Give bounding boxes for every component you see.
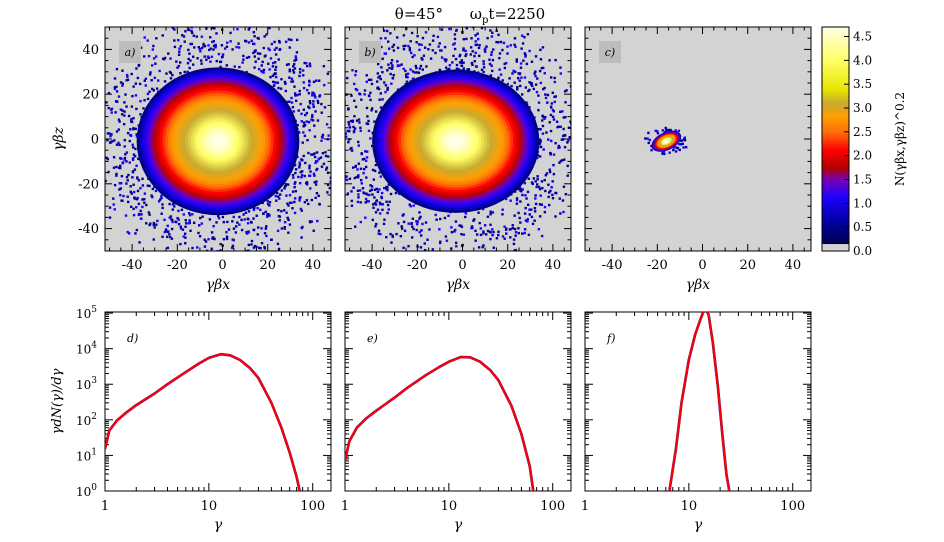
spectrum-line [668,312,731,491]
y-tick-label: 105 [76,305,97,321]
panel-label: d) [127,332,138,345]
colorbar-tick-label: 3.5 [853,77,872,91]
panel-label-box [359,41,381,63]
colorbar-tick-label: 1.0 [853,196,872,210]
colorbar-tick-label: 2.0 [853,149,872,163]
plot-background [585,27,811,251]
x-tick-label: 100 [780,499,805,514]
spectrum-line [345,356,535,491]
title-omega-subscript: p [482,15,488,26]
colorbar-tick-label: 0.5 [853,220,872,234]
density-map [644,126,688,156]
y-tick-label: 20 [82,88,99,103]
colorbar-gradient [821,26,850,252]
x-tick-label: -40 [362,258,383,273]
panel-label: a) [125,46,136,59]
x-tick-label: 40 [785,258,802,273]
x-tick-label: 1 [341,499,349,514]
x-tick-label: 0 [458,258,466,273]
x-axis-label: γβx [206,277,230,293]
x-tick-label: -40 [602,258,623,273]
colorbar-tick-label: 4.0 [853,53,872,67]
x-axis-label: γ [454,517,463,533]
colorbar-tick-label: 0.0 [853,244,872,258]
colorbar-tick-label: 1.5 [853,173,872,187]
x-tick-label: 0 [218,258,226,273]
y-tick-label: 0 [91,133,99,148]
density-map [345,27,571,251]
density-contours [372,69,540,213]
y-tick-label: 100 [76,483,97,499]
spectrum-panel-2: 1 10 100 e) γ [341,311,572,533]
x-tick-label: -20 [647,258,668,273]
spectrum-series [345,355,535,491]
x-tick-label: 100 [300,499,325,514]
x-tick-label: 40 [305,258,322,273]
heatmap-panel-1: -40 -20 0 20 40 -40 -20 0 20 40 a) γβx γβz [51,26,332,293]
panel-label: f) [606,332,615,345]
colorbar-tick-label: 3.0 [853,101,872,115]
density-contours [136,67,300,216]
heatmap-panels: -40 -20 0 20 40 -40 -20 0 20 40 a) γβx γβz -40 -20 0 20 4… [51,26,812,293]
y-tick-label: -40 [78,222,99,237]
y-axis-label: γβz [51,126,67,150]
panel-label-box [599,41,621,63]
panel-label-box [119,41,141,63]
plot-frame [344,311,572,492]
heatmap-panel-3: -40 -20 0 20 40 c) γβx [584,26,812,293]
panel-label: e) [367,332,378,345]
spectrum-series [105,352,301,491]
x-tick-label: 10 [441,499,458,514]
x-axis-label: γ [694,517,703,533]
y-tick-label: -20 [78,177,99,192]
density-contours [651,130,682,152]
colorbar-tick-label: 2.5 [853,125,872,139]
spectrum-line [105,353,301,491]
x-tick-label: 10 [681,499,698,514]
x-tick-label: 20 [739,258,756,273]
heatmap-panel-2: -40 -20 0 20 40 b) γβx [344,26,572,293]
x-tick-label: 40 [545,258,562,273]
panel-label: b) [364,46,375,59]
x-tick-label: 20 [499,258,516,273]
x-tick-label: 1 [101,499,109,514]
x-tick-label: 1 [581,499,589,514]
x-tick-label: -40 [122,258,143,273]
y-tick-label: 104 [76,341,97,357]
x-tick-label: 0 [698,258,706,273]
x-axis-label: γβx [686,277,710,293]
y-tick-label: 101 [76,447,97,463]
x-tick-label: 10 [201,499,218,514]
x-tick-label: -20 [407,258,428,273]
panel-label: c) [605,46,615,59]
colorbar: 0.0 0.5 1.0 1.5 2.0 2.5 3.0 3.5 4.0 4.5 N(γβx,γβz)… [821,26,907,258]
spectrum-panel-3: 1 10 100 f) γ [581,311,812,533]
y-tick-label: 103 [76,376,97,392]
y-tick-label: 40 [82,43,99,58]
y-axis-label: γdN(γ)/dγ [50,368,65,434]
plot-frame [584,311,812,492]
colorbar-tick-label: 4.5 [853,30,872,44]
density-map [105,27,331,251]
title-omega: ω [470,5,482,23]
x-axis-label: γβx [446,277,470,293]
colorbar-label: N(γβx,γβz)^0.2 [893,92,907,186]
plot-frame [104,311,332,492]
x-axis-label: γ [214,517,223,533]
title-theta: θ=45° [395,5,443,23]
x-tick-label: -20 [167,258,188,273]
figure-title: θ=45° ωpt=2250 [395,5,545,26]
title-omega-time: t=2250 [488,5,545,23]
y-tick-label: 102 [76,412,97,428]
x-tick-label: 20 [259,258,276,273]
spectrum-series [668,312,731,491]
spectrum-panel-1: 1 10 100 100 101 102 103 104 105 d) γ γdN(γ)/dγ [50,305,332,533]
x-tick-label: 100 [540,499,565,514]
